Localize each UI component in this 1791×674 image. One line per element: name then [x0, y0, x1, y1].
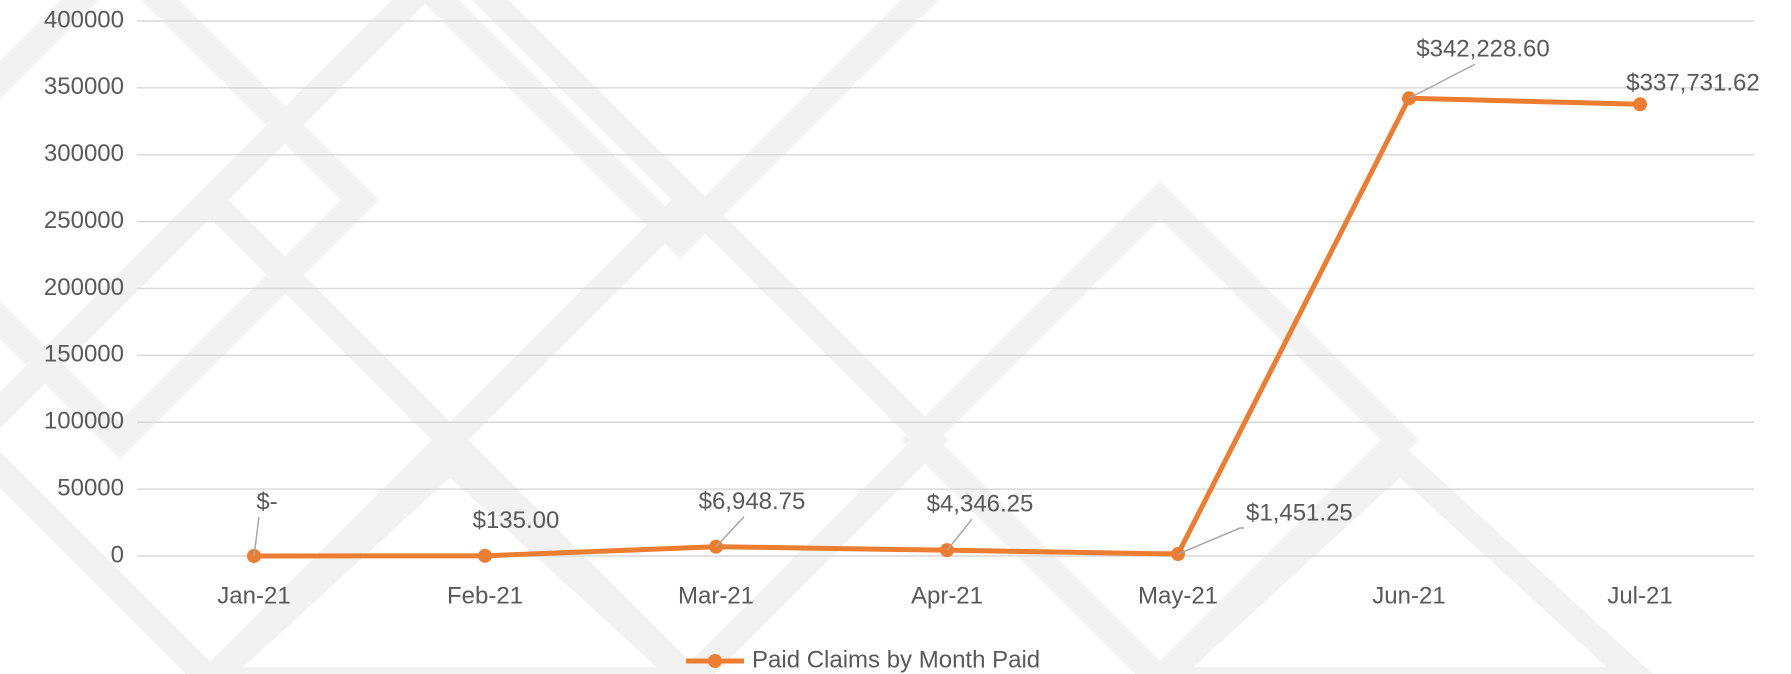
- y-tick-label: 200000: [44, 274, 124, 301]
- y-tick-label: 400000: [44, 6, 124, 33]
- point: [478, 548, 492, 563]
- leader-line: [946, 518, 973, 551]
- data-label: $337,731.62: [1626, 70, 1759, 97]
- leader-line: [715, 516, 745, 548]
- x-tick-label: Jun-21: [1372, 582, 1445, 609]
- y-tick-label: 250000: [44, 207, 124, 234]
- y-tick-label: 350000: [44, 73, 124, 100]
- data-label: $4,346.25: [927, 491, 1034, 518]
- x-tick-label: Jan-21: [217, 582, 290, 609]
- x-tick-label: Mar-21: [678, 582, 754, 609]
- x-tick-label: Jul-21: [1607, 582, 1672, 609]
- y-tick-label: 0: [111, 541, 124, 568]
- legend-marker: [708, 654, 722, 668]
- legend-label: Paid Claims by Month Paid: [752, 646, 1040, 673]
- data-label: $1,451.25: [1246, 499, 1353, 526]
- leader-line: [1408, 63, 1476, 99]
- y-tick-label: 150000: [44, 341, 124, 368]
- x-tick-label: Feb-21: [447, 582, 523, 609]
- x-tick-label: May-21: [1138, 582, 1218, 609]
- y-tick-label: 300000: [44, 140, 124, 167]
- data-label: $342,228.60: [1416, 36, 1549, 63]
- point: [1633, 97, 1647, 112]
- x-tick-label: Apr-21: [911, 582, 983, 609]
- y-tick-label: 100000: [44, 408, 124, 435]
- leader-line: [1177, 527, 1244, 555]
- data-label: $6,948.75: [699, 488, 806, 515]
- watermark: [0, 0, 1653, 674]
- leader-line: [253, 516, 260, 557]
- data-label: $135.00: [473, 507, 560, 534]
- data-label: $-: [256, 488, 277, 515]
- y-tick-label: 50000: [57, 474, 124, 501]
